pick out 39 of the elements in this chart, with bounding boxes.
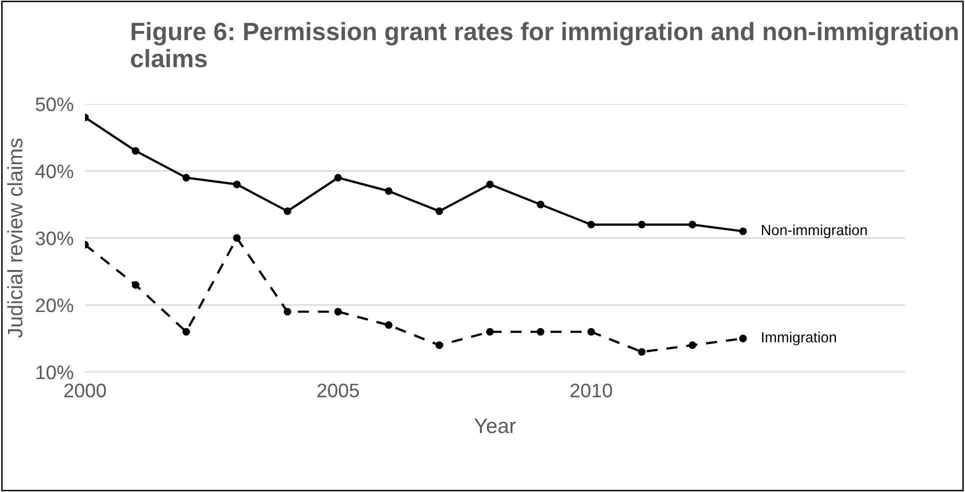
series-label: Non-immigration [762, 224, 867, 238]
y-tick-label: 50% [36, 97, 74, 112]
point [182, 174, 190, 182]
x-tick-label: 2000 [64, 384, 106, 398]
point [334, 174, 342, 182]
point [384, 187, 393, 195]
point [536, 200, 544, 208]
point [587, 328, 595, 336]
point [284, 207, 292, 216]
point [334, 308, 342, 316]
point [486, 180, 494, 188]
series-label: Immigration [762, 332, 836, 346]
point [284, 308, 292, 316]
point [688, 341, 696, 350]
point [587, 220, 595, 228]
point [233, 234, 241, 242]
point [132, 147, 140, 155]
x-axis-title: Year [474, 418, 516, 434]
y-axis-title: Judicial review claims [7, 138, 23, 338]
point [132, 281, 140, 289]
point [638, 348, 646, 356]
point [233, 180, 241, 188]
y-tick-label: 40% [35, 164, 74, 178]
point [182, 328, 190, 336]
x-tick-label: 2010 [570, 384, 612, 398]
point [739, 334, 747, 342]
y-tick-label: 20% [36, 298, 74, 312]
point [384, 321, 393, 329]
point [688, 220, 696, 228]
point [739, 227, 747, 236]
y-tick-label: 10% [36, 365, 74, 380]
point [436, 341, 444, 350]
point [486, 328, 494, 336]
point [536, 328, 544, 336]
point [436, 207, 444, 216]
y-tick-label: 30% [36, 231, 74, 246]
x-tick-label: 2005 [317, 384, 359, 398]
point [638, 220, 646, 228]
chart-title: Figure 6: Permission grant rates for immigration and non-immigration claims [130, 22, 958, 68]
